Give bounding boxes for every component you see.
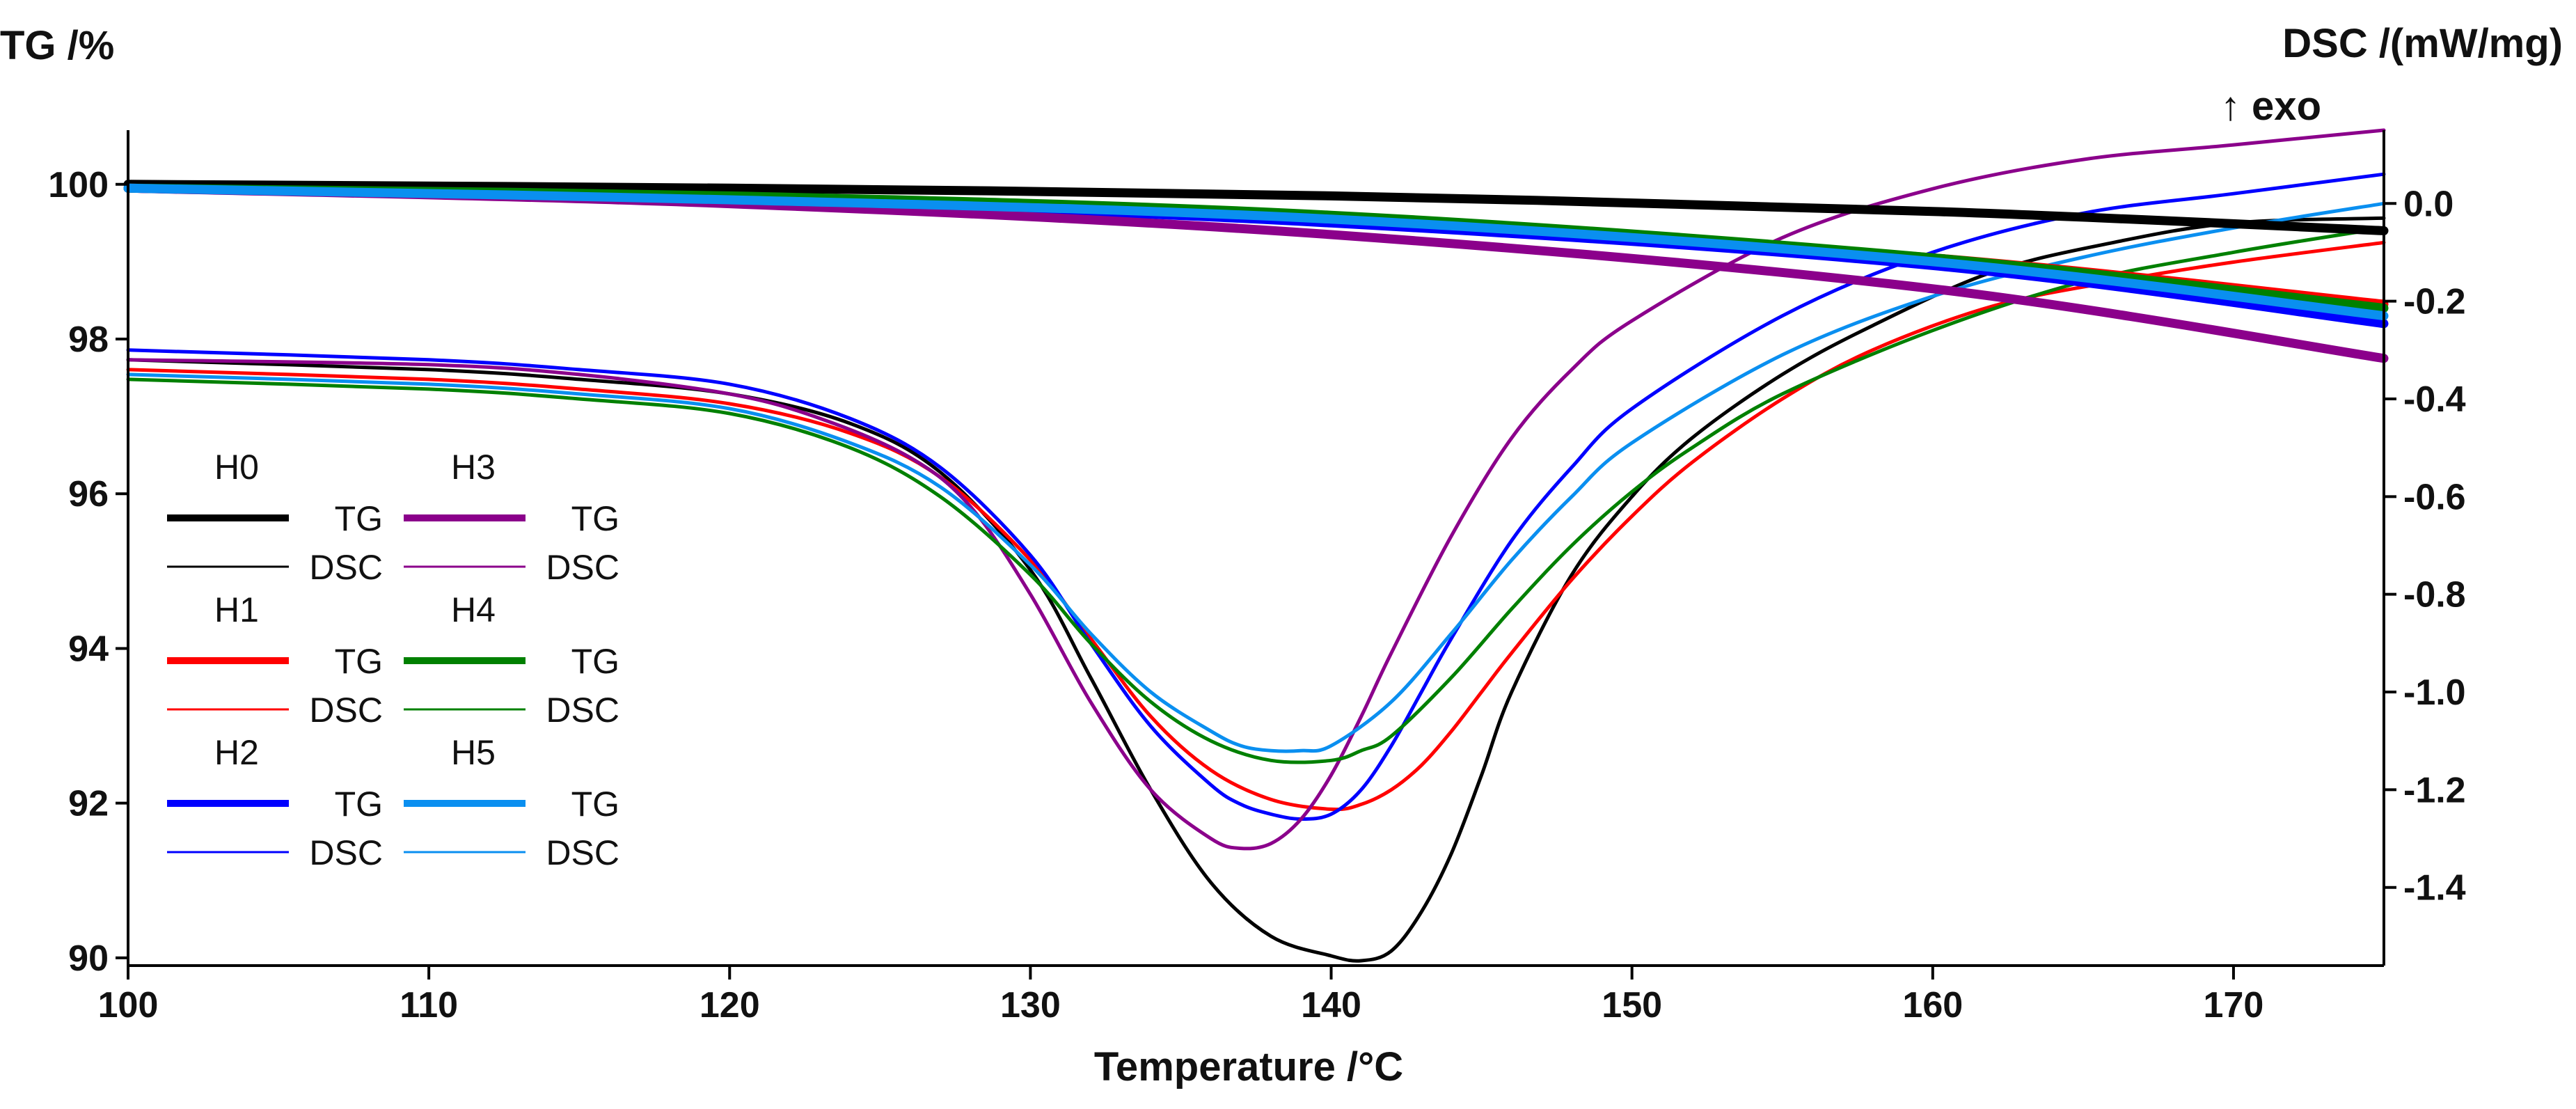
- legend-tg-label: TG: [335, 642, 383, 681]
- x-tick-label: 130: [1000, 985, 1061, 1025]
- y-right-tick-label: 0.0: [2403, 184, 2453, 224]
- legend-tg-label: TG: [571, 642, 619, 681]
- y-left-tick-label: 100: [48, 165, 109, 205]
- x-tick-label: 110: [400, 985, 458, 1025]
- y-axis-left-title: TG /%: [0, 23, 114, 68]
- legend-tg-label: TG: [335, 785, 383, 824]
- legend-item-h1: H1 TG DSC: [167, 590, 383, 730]
- x-tick-label: 170: [2204, 985, 2264, 1025]
- legend-series-name: H3: [451, 448, 496, 487]
- legend-series-name: H2: [214, 733, 259, 772]
- legend-tg-label: TG: [571, 785, 619, 824]
- y-left-tick-label: 96: [68, 474, 109, 514]
- legend-item-h2: H2 TG DSC: [167, 733, 383, 872]
- legend-tg-label: TG: [571, 499, 619, 538]
- legend-dsc-label: DSC: [546, 548, 619, 587]
- legend-series-name: H1: [214, 590, 259, 629]
- legend-dsc-label: DSC: [546, 833, 619, 872]
- legend: H0 TG DSC H1 TG DSC H2 TG DSC H3 TG DSC H4 TG DSC H5 TG D…: [167, 448, 619, 872]
- legend-series-name: H0: [214, 448, 259, 487]
- x-tick-label: 150: [1602, 985, 1662, 1025]
- legend-dsc-label: DSC: [546, 691, 619, 730]
- dsc-line-h5: [126, 201, 2386, 753]
- tg-line-h5: [123, 183, 2389, 321]
- y-right-tick-label: -1.0: [2403, 673, 2466, 713]
- axis-ticks: 100 110 120 130 140 150 160 170 90 92 94 96 98 100 -1.…: [48, 165, 2465, 1025]
- dsc-line-h0: [126, 216, 2386, 963]
- y-right-tick-label: -0.6: [2403, 477, 2466, 517]
- dsc-line-h3: [126, 128, 2386, 851]
- legend-item-h0: H0 TG DSC: [167, 448, 383, 587]
- y-left-tick-label: 92: [68, 784, 109, 824]
- y-left-tick-label: 94: [68, 629, 109, 669]
- legend-dsc-label: DSC: [309, 691, 383, 730]
- y-right-tick-label: -0.4: [2403, 379, 2466, 420]
- dsc-line-h1: [126, 240, 2386, 812]
- x-tick-label: 100: [98, 985, 159, 1025]
- legend-dsc-label: DSC: [309, 548, 383, 587]
- legend-series-name: H5: [451, 733, 496, 772]
- legend-item-h4: H4 TG DSC: [404, 590, 619, 730]
- x-tick-label: 160: [1902, 985, 1963, 1025]
- x-axis-title: Temperature /°C: [1094, 1044, 1403, 1090]
- legend-series-name: H4: [451, 590, 496, 629]
- legend-dsc-label: DSC: [309, 833, 383, 872]
- y-right-tick-label: -0.8: [2403, 575, 2466, 615]
- legend-item-h3: H3 TG DSC: [404, 448, 619, 587]
- x-tick-label: 140: [1301, 985, 1361, 1025]
- legend-item-h5: H5 TG DSC: [404, 733, 619, 872]
- y-left-tick-label: 98: [68, 320, 109, 360]
- plot-lines: [123, 128, 2389, 963]
- y-right-tick-label: -1.4: [2403, 868, 2466, 909]
- y-right-tick-label: -0.2: [2403, 282, 2466, 322]
- x-tick-label: 120: [700, 985, 760, 1025]
- exo-annotation: ↑ exo: [2220, 84, 2321, 129]
- y-right-tick-label: -1.2: [2403, 770, 2466, 810]
- y-axis-right-title: DSC /(mW/mg): [2282, 21, 2563, 66]
- tg-line-h0: [123, 180, 2389, 235]
- y-left-tick-label: 90: [68, 938, 109, 979]
- dsc-line-h4: [126, 226, 2386, 764]
- legend-tg-label: TG: [335, 499, 383, 538]
